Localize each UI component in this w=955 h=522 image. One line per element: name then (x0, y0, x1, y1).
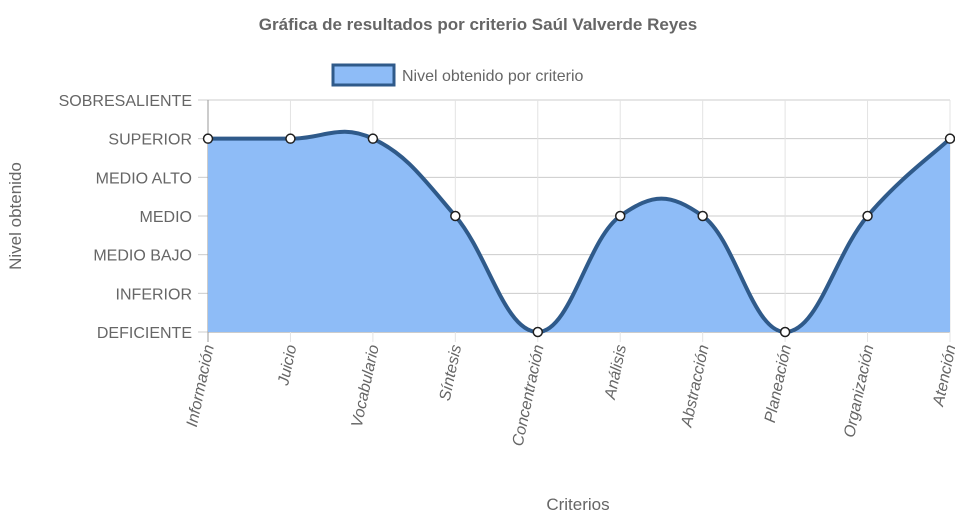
data-point[interactable] (614, 210, 626, 222)
x-tick-label: Análisis (602, 343, 630, 401)
y-tick-label: SUPERIOR (108, 132, 192, 149)
x-tick-label: Síntesis (437, 343, 465, 402)
y-axis-title: Nivel obtenido (6, 162, 25, 270)
x-tick-label: Juicio (275, 343, 300, 388)
data-point[interactable] (862, 210, 873, 222)
y-tick-label: MEDIO ALTO (96, 170, 192, 187)
x-tick-label: Organización (841, 343, 877, 439)
series-area-fill (208, 131, 950, 332)
data-point[interactable] (944, 133, 955, 144)
series-points (202, 133, 955, 338)
chart-title: Gráfica de resultados por criterio Saúl … (259, 15, 697, 34)
x-axis-ticks: Información Juicio Vocabulario Síntesis Conc… (184, 343, 955, 448)
x-tick-label: Atención (930, 343, 955, 409)
series-line (208, 129, 952, 334)
y-tick-label: DEFICIENTE (97, 325, 192, 342)
legend[interactable]: Nivel obtenido por criterio (331, 63, 584, 87)
data-point[interactable] (202, 133, 214, 144)
x-tick-label: Vocabulario (349, 343, 383, 429)
y-tick-label: MEDIO (140, 209, 192, 226)
x-tick-label: Abstracción (678, 343, 712, 429)
y-tick-label: INFERIOR (116, 286, 192, 303)
data-point[interactable] (532, 326, 544, 338)
legend-label: Nivel obtenido por criterio (402, 68, 584, 85)
y-axis-ticks: DEFICIENTE INFERIOR MEDIO BAJO MEDIO MEDIO A… (59, 93, 192, 342)
legend-swatch (331, 63, 396, 87)
data-point[interactable] (367, 133, 379, 144)
y-tick-label: MEDIO BAJO (93, 248, 192, 265)
x-axis-title: Criterios (546, 495, 609, 514)
data-point[interactable] (450, 210, 461, 222)
x-tick-label: Concentración (510, 343, 548, 448)
data-point[interactable] (779, 326, 791, 338)
series-area (208, 129, 952, 334)
data-point[interactable] (697, 210, 708, 222)
x-tick-label: Información (184, 343, 218, 428)
y-tick-label: SOBRESALIENTE (59, 93, 192, 110)
data-point[interactable] (285, 133, 296, 144)
x-tick-label: Planeación (762, 343, 795, 424)
